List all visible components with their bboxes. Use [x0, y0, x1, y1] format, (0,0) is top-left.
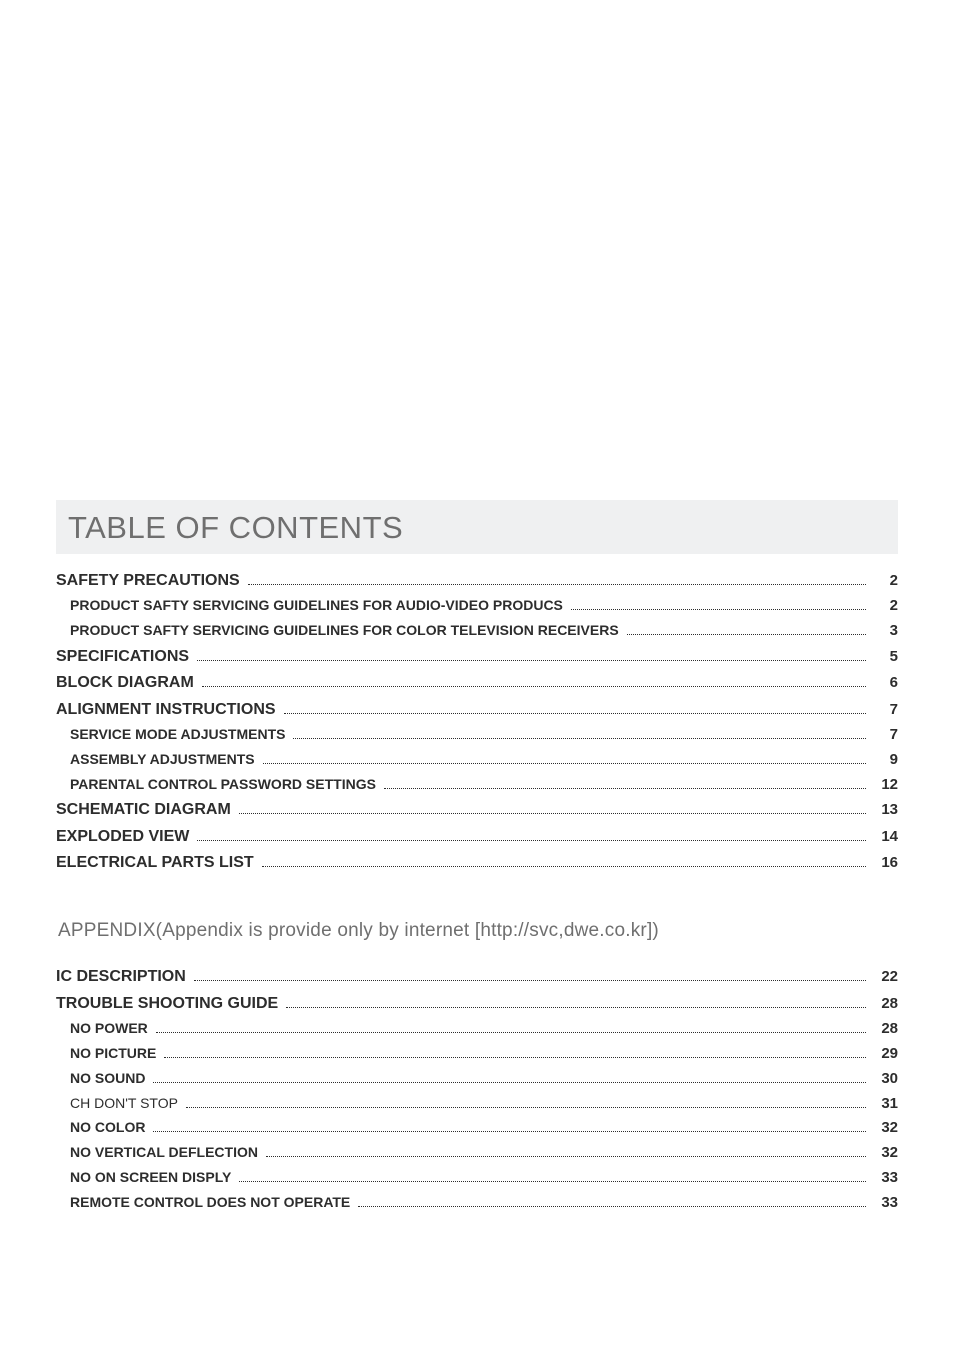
toc-entry-label: NO PICTURE [70, 1042, 160, 1065]
toc-entry-page: 7 [870, 698, 898, 723]
toc-leader-dots [262, 853, 866, 867]
toc-leader-dots [284, 700, 866, 714]
toc-entry-label: PARENTAL CONTROL PASSWORD SETTINGS [70, 773, 380, 796]
toc-entry-label: NO COLOR [70, 1116, 149, 1139]
toc-entry-page: 2 [870, 594, 898, 619]
toc-leader-dots [239, 801, 866, 815]
toc-leader-dots [239, 1170, 866, 1182]
toc-entry-page: 29 [870, 1042, 898, 1067]
toc-entry-page: 30 [870, 1067, 898, 1092]
page-root: TABLE OF CONTENTS SAFETY PRECAUTIONS 2 PRO… [0, 0, 954, 1351]
toc-entry: PARENTAL CONTROL PASSWORD SETTINGS 12 [56, 773, 898, 798]
toc-entry-page: 7 [870, 723, 898, 748]
toc-entry: SPECIFICATIONS 5 [56, 644, 898, 670]
toc-entry-page: 31 [870, 1092, 898, 1117]
toc-entry-label: TROUBLE SHOOTING GUIDE [56, 991, 282, 1017]
toc-entry-page: 22 [870, 965, 898, 990]
toc-entry-page: 32 [870, 1116, 898, 1141]
toc-entry-label: PRODUCT SAFTY SERVICING GUIDELINES FOR C… [70, 619, 623, 642]
toc-entry-page: 33 [870, 1191, 898, 1216]
toc-entry-page: 14 [870, 825, 898, 850]
toc-leader-dots [358, 1194, 866, 1206]
toc-entry-page: 28 [870, 992, 898, 1017]
toc-leader-dots [293, 727, 866, 739]
toc-entry-label: CH DON'T STOP [70, 1092, 182, 1115]
toc-leader-dots [194, 968, 866, 982]
toc-entry: SERVICE MODE ADJUSTMENTS 7 [56, 723, 898, 748]
toc-leader-dots [248, 571, 866, 585]
toc-entry-page: 12 [870, 773, 898, 798]
toc-leader-dots [202, 673, 866, 687]
toc-leader-dots [263, 752, 866, 764]
toc-entry-label: PRODUCT SAFTY SERVICING GUIDELINES FOR A… [70, 594, 567, 617]
toc-entry-label: BLOCK DIAGRAM [56, 670, 198, 696]
toc-entry-page: 32 [870, 1141, 898, 1166]
toc-entry-label: SPECIFICATIONS [56, 644, 193, 670]
toc-entry: SCHEMATIC DIAGRAM 13 [56, 797, 898, 823]
toc-entry-page: 13 [870, 798, 898, 823]
toc-entry: SAFETY PRECAUTIONS 2 [56, 568, 898, 594]
toc-title: TABLE OF CONTENTS [68, 510, 886, 546]
toc-entry-label: REMOTE CONTROL DOES NOT OPERATE [70, 1191, 354, 1214]
toc-entry-page: 5 [870, 645, 898, 670]
toc-entry-label: ASSEMBLY ADJUSTMENTS [70, 748, 259, 771]
toc-leader-dots [384, 776, 866, 788]
toc-leader-dots [571, 598, 866, 610]
toc-entry-label: EXPLODED VIEW [56, 824, 193, 850]
toc-entry-label: SERVICE MODE ADJUSTMENTS [70, 723, 289, 746]
toc-entry: NO SOUND 30 [56, 1067, 898, 1092]
toc-entry-label: IC DESCRIPTION [56, 964, 190, 990]
toc-leader-dots [153, 1120, 866, 1132]
toc-entry: REMOTE CONTROL DOES NOT OPERATE 33 [56, 1191, 898, 1216]
toc-leader-dots [164, 1046, 866, 1058]
toc-entry: ASSEMBLY ADJUSTMENTS 9 [56, 748, 898, 773]
toc-entry-page: 3 [870, 619, 898, 644]
toc-entry: PRODUCT SAFTY SERVICING GUIDELINES FOR A… [56, 594, 898, 619]
toc-leader-dots [627, 623, 866, 635]
toc-entry-label: NO VERTICAL DEFLECTION [70, 1141, 262, 1164]
toc-entry: NO VERTICAL DEFLECTION 32 [56, 1141, 898, 1166]
toc-entry-label: NO SOUND [70, 1067, 149, 1090]
toc-entry: TROUBLE SHOOTING GUIDE 28 [56, 991, 898, 1017]
toc-entry: EXPLODED VIEW 14 [56, 824, 898, 850]
toc-entry-label: ALIGNMENT INSTRUCTIONS [56, 697, 280, 723]
toc-entry-label: ELECTRICAL PARTS LIST [56, 850, 258, 876]
toc-entry: ELECTRICAL PARTS LIST 16 [56, 850, 898, 876]
toc-entry-label: SAFETY PRECAUTIONS [56, 568, 244, 594]
toc-header-band: TABLE OF CONTENTS [56, 500, 898, 554]
toc-entry-label: NO ON SCREEN DISPLY [70, 1166, 235, 1189]
toc-entry-page: 33 [870, 1166, 898, 1191]
toc-entry: PRODUCT SAFTY SERVICING GUIDELINES FOR C… [56, 619, 898, 644]
toc-entry: NO ON SCREEN DISPLY 33 [56, 1166, 898, 1191]
toc-leader-dots [156, 1021, 866, 1033]
toc-entry-page: 16 [870, 851, 898, 876]
toc-entry-page: 2 [870, 569, 898, 594]
toc-entry: BLOCK DIAGRAM 6 [56, 670, 898, 696]
toc-entry-page: 9 [870, 748, 898, 773]
toc-entry-page: 6 [870, 671, 898, 696]
toc-leader-dots [153, 1071, 866, 1083]
toc-leader-dots [186, 1095, 866, 1107]
toc-entry-page: 28 [870, 1017, 898, 1042]
toc-entry-label: NO POWER [70, 1017, 152, 1040]
toc-leader-dots [197, 647, 866, 661]
toc-entry: NO COLOR 32 [56, 1116, 898, 1141]
toc-entry: NO PICTURE 29 [56, 1042, 898, 1067]
toc-appendix-list: IC DESCRIPTION 22 TROUBLE SHOOTING GUIDE 28… [56, 964, 898, 1215]
toc-leader-dots [266, 1145, 866, 1157]
toc-entry: NO POWER 28 [56, 1017, 898, 1042]
toc-entry: IC DESCRIPTION 22 [56, 964, 898, 990]
toc-main-list: SAFETY PRECAUTIONS 2 PRODUCT SAFTY SERVICI… [56, 568, 898, 876]
toc-entry: ALIGNMENT INSTRUCTIONS 7 [56, 697, 898, 723]
appendix-header: APPENDIX(Appendix is provide only by int… [56, 920, 898, 942]
toc-leader-dots [286, 994, 866, 1008]
toc-entry: CH DON'T STOP 31 [56, 1092, 898, 1117]
toc-leader-dots [197, 827, 866, 841]
toc-entry-label: SCHEMATIC DIAGRAM [56, 797, 235, 823]
